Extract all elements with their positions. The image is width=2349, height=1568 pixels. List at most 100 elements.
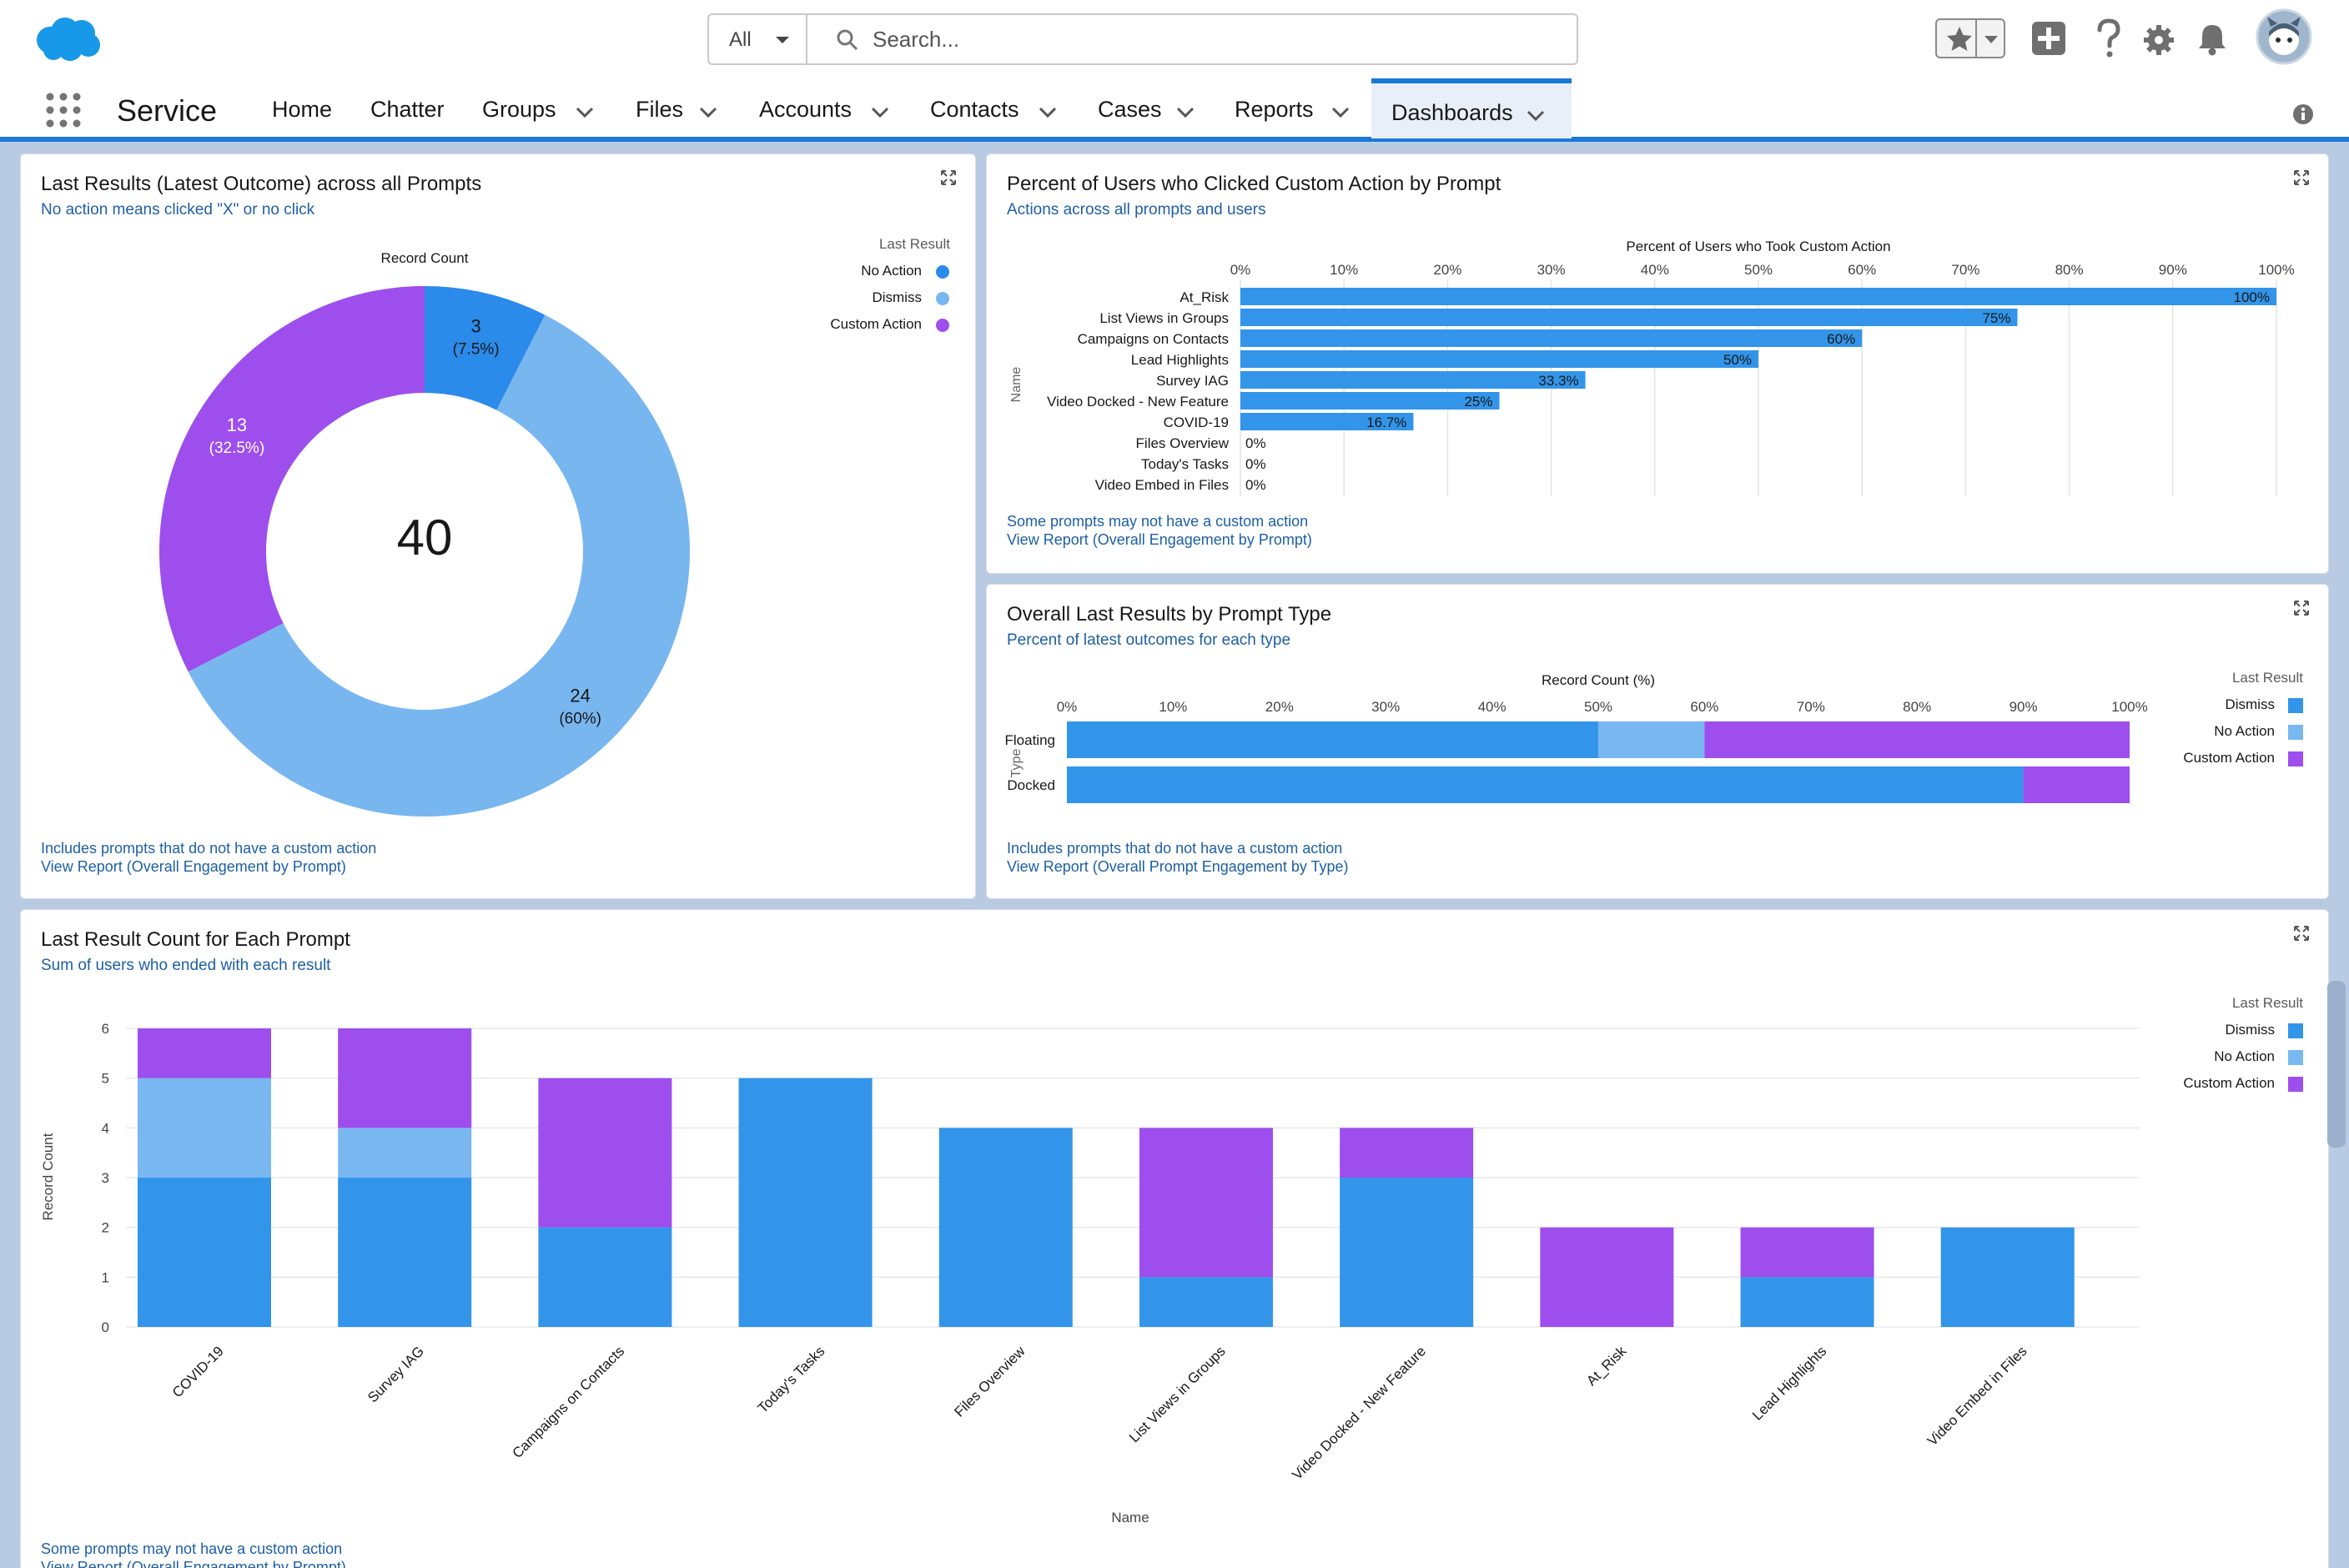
footer-note: Includes prompts that do not have a cust… — [41, 840, 377, 857]
column-segment[interactable] — [1139, 1277, 1273, 1327]
donut-slice[interactable] — [188, 314, 691, 817]
question-icon[interactable] — [2092, 17, 2125, 60]
column-segment[interactable] — [1740, 1227, 1874, 1278]
view-report-link[interactable]: View Report (Overall Engagement by Promp… — [1007, 531, 1312, 548]
avatar-icon[interactable] — [2256, 8, 2312, 65]
bar-value-label: 0% — [1245, 435, 1266, 451]
search-scope-dropdown[interactable]: All — [709, 15, 807, 63]
chevron-down-icon[interactable] — [869, 103, 891, 122]
bar[interactable] — [1240, 288, 2276, 305]
bar-segment[interactable] — [1598, 721, 1705, 758]
card-last-results: Last Results (Latest Outcome) across all… — [20, 153, 976, 899]
gear-icon[interactable] — [2142, 23, 2175, 57]
nav-label: Accounts — [759, 97, 853, 122]
expand-icon[interactable] — [2293, 600, 2310, 616]
column-segment[interactable] — [138, 1028, 271, 1078]
x-category-label: COVID-19 — [169, 1343, 227, 1400]
chevron-down-icon[interactable] — [574, 103, 596, 122]
legend-label: Custom Action — [2183, 750, 2275, 766]
x-tick-label: 60% — [1690, 699, 1718, 715]
nav-item-contacts[interactable]: Contacts — [930, 80, 1072, 137]
nav-item-reports[interactable]: Reports — [1235, 80, 1368, 137]
donut-slice[interactable] — [159, 285, 425, 672]
bell-icon[interactable] — [2196, 22, 2229, 57]
nav-item-home[interactable]: Home — [272, 80, 347, 137]
chevron-down-icon[interactable] — [1525, 107, 1547, 125]
bar[interactable] — [1240, 371, 1586, 389]
salesforce-cloud-logo[interactable] — [33, 15, 103, 62]
chevron-down-icon[interactable] — [1174, 103, 1196, 122]
plus-icon[interactable] — [2030, 20, 2067, 57]
footer-note: Some prompts may not have a custom actio… — [41, 1540, 343, 1557]
nav-item-groups[interactable]: Groups — [482, 80, 607, 137]
bar[interactable] — [1240, 413, 1414, 430]
column-segment[interactable] — [1139, 1128, 1273, 1278]
chevron-down-icon[interactable] — [1037, 103, 1059, 122]
star-icon[interactable] — [1944, 23, 1975, 55]
bar[interactable] — [1240, 392, 1500, 410]
view-report-link[interactable]: View Report (Overall Engagement by Promp… — [41, 858, 346, 875]
column-segment[interactable] — [138, 1078, 271, 1178]
nav-item-files[interactable]: Files — [636, 80, 744, 137]
nav-item-accounts[interactable]: Accounts — [759, 80, 901, 137]
scrollbar-thumb[interactable] — [2327, 981, 2346, 1148]
column-segment[interactable] — [338, 1178, 472, 1327]
x-tick-label: 30% — [1371, 699, 1400, 715]
card-subtitle: Sum of users who ended with each result — [41, 957, 331, 974]
nav-item-cases[interactable]: Cases — [1098, 80, 1215, 137]
bar[interactable] — [1240, 309, 2018, 326]
column-segment[interactable] — [738, 1078, 873, 1327]
y-axis-title: Record Count — [40, 1133, 56, 1220]
column-segment[interactable] — [1340, 1128, 1474, 1178]
donut-chart: Record Count 3 (7.5%) 24 (60%) 13 (32.5%) 40 — [159, 250, 691, 817]
nav-item-chatter[interactable]: Chatter — [370, 80, 454, 137]
donut-slices: 3 (7.5%) 24 (60%) 13 (32.5%) — [159, 285, 691, 817]
column-segment[interactable] — [1540, 1227, 1674, 1327]
x-tick-label: 50% — [1584, 699, 1612, 715]
column-segment[interactable] — [338, 1028, 472, 1128]
x-category-label: List Views in Groups — [1126, 1343, 1229, 1445]
search-input[interactable] — [873, 20, 1540, 58]
global-search: All — [707, 13, 1578, 65]
expand-icon[interactable] — [2293, 925, 2310, 942]
expand-icon[interactable] — [940, 169, 957, 186]
chevron-down-icon[interactable] — [1980, 28, 2002, 50]
y-tick-label: 4 — [102, 1120, 109, 1136]
column-segment[interactable] — [538, 1227, 672, 1327]
nav-item-dashboards[interactable]: Dashboards — [1371, 78, 1572, 138]
bar[interactable] — [1240, 329, 1863, 347]
y-category-label: COVID-19 — [1164, 415, 1229, 430]
chevron-down-icon[interactable] — [1330, 103, 1351, 122]
bar-value-label: 33.3% — [1538, 373, 1578, 389]
bar-segment[interactable] — [2023, 766, 2130, 803]
bar-segment[interactable] — [1067, 721, 1598, 758]
donut-slice[interactable] — [425, 286, 546, 410]
view-report-link[interactable]: View Report (Overall Engagement by Promp… — [41, 1559, 346, 1568]
info-icon[interactable] — [2292, 103, 2314, 125]
x-axis-title: Record Count (%) — [1542, 672, 1655, 688]
bar-segment[interactable] — [1704, 721, 2130, 758]
column-segment[interactable] — [938, 1128, 1073, 1327]
app-launcher-icon[interactable] — [45, 92, 82, 128]
column-segment[interactable] — [1340, 1178, 1474, 1327]
x-tick-label: 100% — [2258, 262, 2294, 278]
expand-icon[interactable] — [2293, 169, 2310, 186]
legend-title: Last Result — [2231, 995, 2303, 1011]
column-segment[interactable] — [138, 1178, 271, 1327]
card-title: Last Result Count for Each Prompt — [41, 928, 350, 951]
column-segment[interactable] — [538, 1078, 672, 1228]
x-category-label: Today's Tasks — [755, 1343, 828, 1416]
x-axis-title: Name — [1111, 1510, 1149, 1525]
column-segment[interactable] — [338, 1128, 472, 1178]
legend-label: No Action — [2214, 1048, 2275, 1064]
column-segment[interactable] — [1740, 1277, 1874, 1327]
card-results-by-type: Overall Last Results by Prompt Type Perc… — [986, 584, 2329, 899]
bar[interactable] — [1240, 350, 1758, 368]
view-report-link[interactable]: View Report (Overall Prompt Engagement b… — [1007, 858, 1349, 875]
stacked-column-chart: 0 1 2 3 4 5 6 Record Count COVID-19 Survey IAG Cam… — [40, 1021, 2140, 1525]
column-segment[interactable] — [1940, 1227, 2075, 1327]
bar-segment[interactable] — [1067, 766, 2024, 803]
chevron-down-icon[interactable] — [697, 103, 719, 122]
bar-value-label: 60% — [1827, 331, 1855, 347]
legend-swatch — [2288, 698, 2303, 713]
